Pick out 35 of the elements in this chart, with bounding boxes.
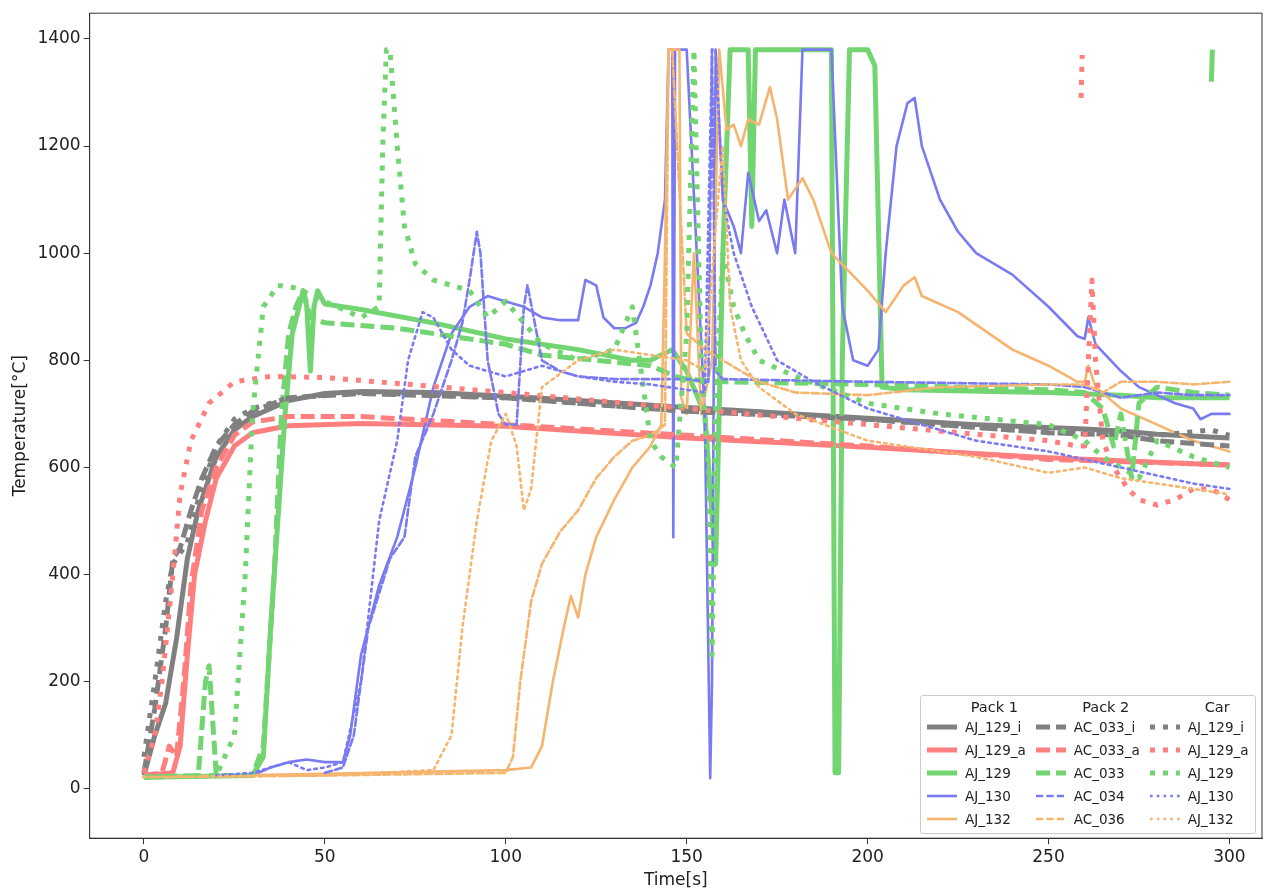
y-tick-label: 0 xyxy=(69,777,81,798)
legend-label: AJ_129 xyxy=(1187,764,1234,781)
legend-label: AC_033_i xyxy=(1073,718,1136,735)
x-tick-label: 300 xyxy=(1213,845,1246,866)
y-tick-label: 1000 xyxy=(37,241,81,262)
legend-label: AJ_130 xyxy=(965,787,1011,804)
annotation: Pack 1 xyxy=(969,699,1019,716)
legend-label: AJ_129_i xyxy=(965,718,1022,735)
x-tick-label: 250 xyxy=(1032,845,1065,866)
legend-label: AJ_129_i xyxy=(1187,718,1244,735)
legend-label: AJ_130 xyxy=(1187,787,1234,804)
legend-label: AC_036 xyxy=(1073,810,1125,827)
x-tick-label: 50 xyxy=(314,845,336,866)
y-axis-title: Temperature[°C] xyxy=(8,355,29,498)
legend-label: AJ_132 xyxy=(965,810,1011,827)
legend-label: AJ_129 xyxy=(965,764,1011,781)
legend-label: AC_033 xyxy=(1073,764,1125,781)
x-tick-label: 0 xyxy=(138,845,150,866)
legend-label: AC_033_a xyxy=(1073,741,1140,758)
y-tick-label: 600 xyxy=(48,455,81,476)
x-tick-label: 150 xyxy=(670,845,703,866)
x-tick-label: 100 xyxy=(489,845,522,866)
legend-label: AJ_129_a xyxy=(965,741,1026,758)
legend-label: AJ_129_a xyxy=(1187,741,1249,758)
x-tick-label: 200 xyxy=(851,845,884,866)
x-axis-title: Time[s] xyxy=(642,869,708,890)
y-tick-label: 1400 xyxy=(37,27,81,48)
legend-label: AJ_132 xyxy=(1187,810,1234,827)
annotation: Pack 2 xyxy=(1081,699,1131,716)
y-tick-label: 400 xyxy=(48,563,81,584)
y-tick-label: 800 xyxy=(48,348,81,369)
annotation: Car xyxy=(1203,699,1231,716)
legend-label: AC_034 xyxy=(1073,787,1125,804)
y-tick-label: 1200 xyxy=(37,134,81,155)
y-tick-label: 200 xyxy=(48,670,81,691)
